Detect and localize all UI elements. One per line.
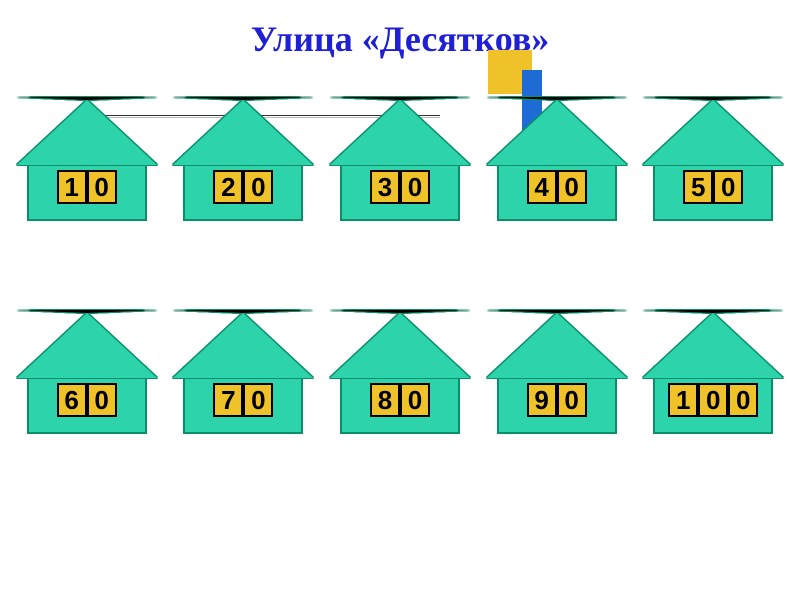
digit-group: 70 — [213, 383, 273, 417]
digit-cell: 3 — [370, 170, 400, 204]
house: 70 — [173, 310, 313, 434]
digit-cell: 0 — [557, 170, 587, 204]
digit-cell: 0 — [400, 383, 430, 417]
house: 50 — [643, 97, 783, 221]
page-title: Улица «Десятков» — [0, 18, 800, 60]
house: 90 — [487, 310, 627, 434]
digit-cell: 2 — [213, 170, 243, 204]
digit-cell: 0 — [728, 383, 758, 417]
house: 30 — [330, 97, 470, 221]
house-roof — [643, 310, 783, 378]
house-roof — [17, 97, 157, 165]
digit-cell: 8 — [370, 383, 400, 417]
house-roof — [487, 310, 627, 378]
house: 60 — [17, 310, 157, 434]
digit-cell: 0 — [557, 383, 587, 417]
house: 20 — [173, 97, 313, 221]
digit-group: 40 — [527, 170, 587, 204]
digit-group: 20 — [213, 170, 273, 204]
house-row-1: 1020304050 — [0, 97, 800, 221]
digit-cell: 0 — [698, 383, 728, 417]
digit-cell: 0 — [713, 170, 743, 204]
house: 80 — [330, 310, 470, 434]
digit-cell: 0 — [243, 170, 273, 204]
digit-group: 30 — [370, 170, 430, 204]
digit-cell: 9 — [527, 383, 557, 417]
digit-cell: 0 — [400, 170, 430, 204]
digit-group: 50 — [683, 170, 743, 204]
house-roof — [173, 97, 313, 165]
digit-group: 80 — [370, 383, 430, 417]
house-roof — [487, 97, 627, 165]
house-roof — [17, 310, 157, 378]
digit-group: 60 — [57, 383, 117, 417]
digit-cell: 6 — [57, 383, 87, 417]
digit-cell: 1 — [668, 383, 698, 417]
digit-cell: 5 — [683, 170, 713, 204]
house-roof — [330, 97, 470, 165]
digit-cell: 0 — [87, 170, 117, 204]
digit-cell: 7 — [213, 383, 243, 417]
digit-cell: 0 — [243, 383, 273, 417]
house-roof — [643, 97, 783, 165]
house: 40 — [487, 97, 627, 221]
house-roof — [173, 310, 313, 378]
digit-group: 100 — [668, 383, 758, 417]
digit-group: 90 — [527, 383, 587, 417]
house-roof — [330, 310, 470, 378]
house-row-2: 60708090100 — [0, 310, 800, 434]
digit-cell: 1 — [57, 170, 87, 204]
digit-cell: 4 — [527, 170, 557, 204]
digit-cell: 0 — [87, 383, 117, 417]
house: 10 — [17, 97, 157, 221]
digit-group: 10 — [57, 170, 117, 204]
house: 100 — [643, 310, 783, 434]
